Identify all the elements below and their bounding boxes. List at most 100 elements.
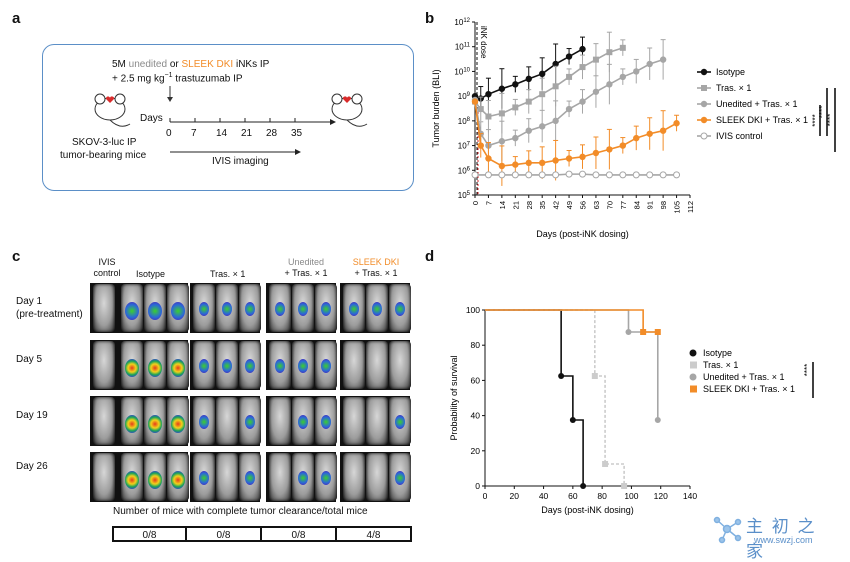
data-point <box>512 161 519 168</box>
ivis-image-group <box>118 283 189 333</box>
ivis-image-group <box>90 283 122 333</box>
data-point <box>619 142 627 149</box>
data-point <box>565 155 573 162</box>
y-tick-label: 40 <box>471 411 481 421</box>
panel-b-chart: 105 106 107 108 109 1010 1011 1012 0 7 14 21 28 35 42 4… <box>431 18 836 239</box>
bioluminescence-signal <box>245 415 255 429</box>
x-tick-label: 98 <box>659 201 668 209</box>
bioluminescence-signal <box>298 359 308 373</box>
x-tick-label: 84 <box>632 201 641 209</box>
data-point <box>485 90 492 98</box>
mouse-image <box>167 341 189 389</box>
data-point <box>485 155 492 162</box>
data-point <box>673 171 681 179</box>
data-point <box>659 171 667 179</box>
mouse-image <box>292 284 314 332</box>
x-tick-label: 120 <box>654 491 668 501</box>
data-point <box>498 162 506 170</box>
legend-entry: SLEEK DKI + Tras. × 1 <box>697 115 808 125</box>
mouse-label-2: tumor-bearing mice <box>60 150 147 161</box>
series-2 <box>471 39 667 162</box>
data-point <box>619 73 627 81</box>
row-day1: Day 1 <box>16 296 43 307</box>
data-point <box>579 64 586 71</box>
bioluminescence-signal <box>245 359 255 373</box>
mouse-label-1: SKOV-3-luc IP <box>72 137 137 148</box>
ivis-image-group <box>340 283 411 333</box>
x-tick-label: 140 <box>683 491 697 501</box>
bioluminescence-signal <box>171 302 185 320</box>
data-point <box>646 171 654 179</box>
bioluminescence-signal <box>321 359 331 373</box>
bioluminescence-signal <box>199 359 209 373</box>
bioluminescence-signal <box>298 471 308 485</box>
legend-entry: Tras. × 1 <box>690 360 738 370</box>
col-sleek-header: SLEEK DKI + Tras. × 1 <box>352 257 400 278</box>
ivis-image-group <box>90 452 122 502</box>
ivis-image-group <box>118 340 189 390</box>
data-point <box>525 75 532 83</box>
y-tick-label: 60 <box>471 375 481 385</box>
x-tick-label: 7 <box>484 201 493 205</box>
mouse-image <box>239 397 261 445</box>
bioluminescence-signal <box>148 471 162 489</box>
data-point <box>592 149 600 157</box>
data-point <box>619 44 626 51</box>
mouse-image <box>193 284 215 332</box>
row-day19: Day 19 <box>16 410 48 421</box>
x-axis-label: Days (post-iNK dosing) <box>541 505 634 515</box>
mouse-image <box>216 284 238 332</box>
data-point <box>592 88 600 95</box>
mouse-image <box>343 284 365 332</box>
mouse-image <box>93 453 115 501</box>
x-tick-label: 91 <box>646 201 655 209</box>
panel-a-schematic <box>94 86 368 155</box>
data-point <box>592 171 600 179</box>
mouse-image <box>144 284 166 332</box>
ivis-image-group <box>118 452 189 502</box>
col-tras-header: Tras. × 1 <box>210 269 246 279</box>
row-day26: Day 26 <box>16 461 48 472</box>
ivis-image-group <box>266 283 337 333</box>
mouse-image <box>315 284 337 332</box>
data-point <box>606 81 613 88</box>
ivis-image-group <box>118 396 189 446</box>
x-tick-label: 40 <box>539 491 549 501</box>
y-tick-label: 105 <box>458 191 471 200</box>
x-tick-label: 70 <box>605 201 614 209</box>
legend-entry: Unedited + Tras. × 1 <box>689 372 785 382</box>
bioluminescence-signal <box>148 359 162 377</box>
bioluminescence-signal <box>148 302 162 320</box>
bioluminescence-signal <box>199 415 209 429</box>
bioluminescence-signal <box>148 415 162 433</box>
data-point <box>565 105 573 113</box>
data-point <box>552 157 559 164</box>
data-point <box>471 98 479 105</box>
ivis-image-group <box>266 396 337 446</box>
x-tick-label: 0 <box>483 491 488 501</box>
bioluminescence-signal <box>372 302 382 316</box>
data-point <box>471 171 479 179</box>
data-point <box>538 123 546 130</box>
survival-curve-0 <box>485 309 587 489</box>
col-isotype-header: Isotype <box>136 269 166 279</box>
x-tick-label: 56 <box>579 201 588 209</box>
clearance-tras: 0/8 <box>187 526 262 542</box>
mouse-image <box>193 397 215 445</box>
mouse-image <box>269 397 291 445</box>
data-point <box>606 146 613 153</box>
y-tick-label: 106 <box>458 166 471 175</box>
mouse-image <box>167 397 189 445</box>
data-point <box>565 170 573 178</box>
data-point <box>525 98 532 105</box>
mouse-image <box>366 453 388 501</box>
data-point <box>511 171 519 179</box>
data-point <box>591 373 598 379</box>
legend-entry: Tras. × 1 <box>697 83 751 93</box>
legend-entry: Unedited + Tras. × 1 <box>697 99 798 109</box>
data-point <box>552 171 560 179</box>
ivis-label: IVIS imaging <box>212 156 269 167</box>
clearance-sleek: 4/8 <box>337 526 412 542</box>
clearance-table: 0/8 0/8 0/8 4/8 <box>112 526 412 542</box>
mouse-image <box>343 453 365 501</box>
